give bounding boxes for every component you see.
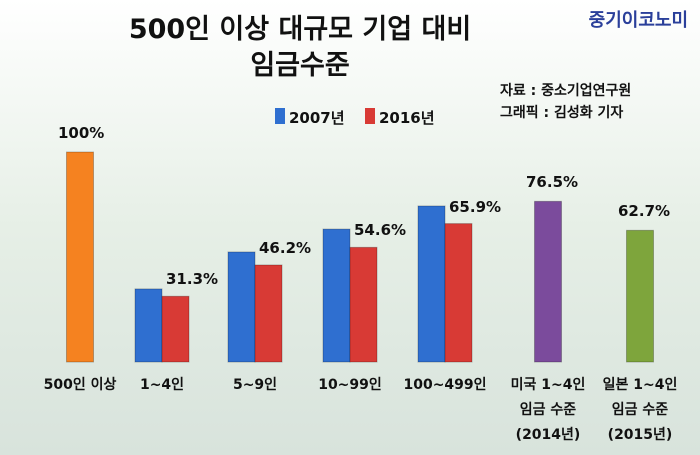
x-tick-label: 10~99인 [318, 377, 382, 393]
source: 자료 : 중소기업연구원 [500, 83, 632, 99]
bar [322, 228, 351, 363]
credit: 그래픽 : 김성화 기자 [500, 105, 624, 121]
bar [444, 223, 473, 363]
chart-title: 500인 이상 대규모 기업 대비 임금수준 [128, 14, 472, 81]
bar [349, 246, 378, 363]
x-tick-label: 일본 1~4인 임금 수준 (2015년) [602, 377, 678, 443]
bar [66, 151, 94, 363]
bar [161, 295, 190, 363]
x-tick-label: 미국 1~4인 임금 수준 (2014년) [510, 377, 586, 443]
legend-swatch [275, 108, 285, 124]
x-tick-label: 5~9인 [232, 377, 278, 393]
value-label: 65.9% [449, 197, 502, 216]
value-label: 31.3% [166, 270, 219, 289]
x-tick-label: 1~4인 [139, 377, 185, 393]
legend-swatch [365, 108, 375, 124]
x-tick-label: 500인 이상 [43, 377, 117, 393]
value-label: 54.6% [354, 221, 407, 240]
value-label: 62.7% [618, 202, 671, 221]
value-label: 76.5% [526, 173, 579, 192]
bar [417, 205, 446, 363]
bar [534, 200, 562, 363]
bar [134, 288, 163, 363]
x-tick-label: 100~499인 [403, 377, 487, 393]
bar [626, 229, 654, 363]
legend-label: 2007년 [289, 109, 345, 127]
value-label: 100% [58, 124, 105, 142]
bar [254, 264, 283, 363]
bar [227, 251, 256, 363]
value-label: 46.2% [259, 238, 312, 257]
logo: 중기이코노미 [588, 10, 688, 31]
legend-label: 2016년 [379, 109, 435, 127]
